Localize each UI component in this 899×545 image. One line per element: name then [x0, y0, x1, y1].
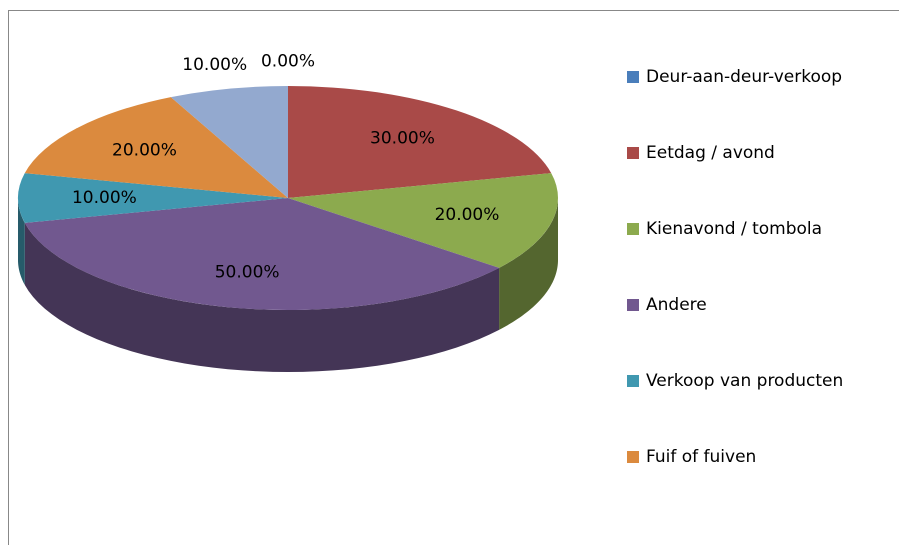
data-label: 30.00%	[370, 128, 435, 148]
pie-side	[18, 198, 25, 285]
pie-slice	[288, 86, 552, 198]
data-label: 20.00%	[435, 205, 500, 225]
legend-label: Verkoop van producten	[646, 371, 843, 391]
data-label: 20.00%	[112, 141, 177, 161]
data-label: 10.00%	[182, 55, 247, 75]
pie-side	[499, 198, 558, 330]
data-label: 0.00%	[261, 51, 315, 71]
pie-slice	[18, 173, 289, 223]
pie-slice	[24, 97, 288, 198]
legend-swatch	[627, 299, 639, 311]
legend-swatch	[627, 147, 639, 159]
legend-label: Fuif of fuiven	[646, 447, 756, 467]
pie-slice	[24, 198, 500, 311]
pie-slice	[288, 173, 558, 268]
pie-side	[24, 222, 500, 372]
legend-swatch	[627, 223, 639, 235]
legend-swatch	[627, 375, 639, 387]
legend-swatch	[627, 451, 639, 463]
pie-slice	[170, 86, 288, 198]
legend-label: Deur-aan-deur-verkoop	[646, 67, 842, 87]
legend-label: Kienavond / tombola	[646, 219, 822, 239]
data-label: 50.00%	[215, 262, 280, 282]
legend-label: Andere	[646, 295, 707, 315]
data-label: 10.00%	[72, 188, 137, 208]
legend-swatch	[627, 71, 639, 83]
legend-label: Eetdag / avond	[646, 143, 775, 163]
